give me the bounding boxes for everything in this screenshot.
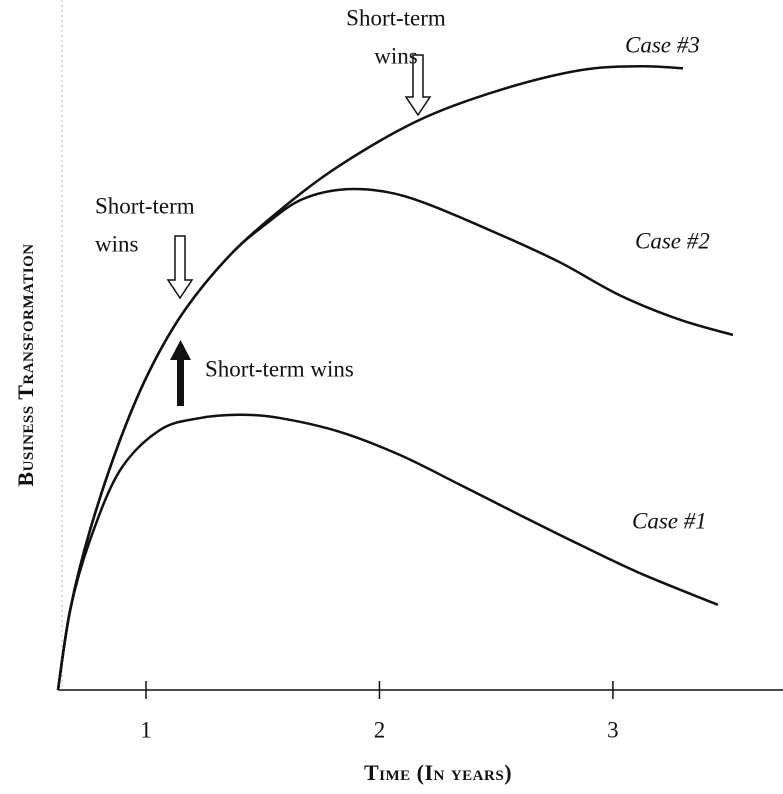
annotation: Short-term xyxy=(346,5,446,30)
line xyxy=(56,65,684,691)
line xyxy=(56,413,719,691)
x-tick-label: 2 xyxy=(374,717,386,742)
series-label: Case #3 xyxy=(625,32,700,57)
annotation: Short-term wins xyxy=(205,356,354,381)
annotation: Short-term xyxy=(95,193,195,218)
series-label: Case #2 xyxy=(635,228,710,253)
solid-arrow xyxy=(170,340,191,406)
series-label: Case #1 xyxy=(632,508,707,533)
x-tick-label: 3 xyxy=(607,717,619,742)
y-axis-label: Business Transformation xyxy=(13,243,38,486)
hollow-arrow xyxy=(166,235,194,300)
annotation: wins xyxy=(95,231,139,256)
line xyxy=(56,187,734,691)
x-tick-label: 1 xyxy=(140,717,152,742)
hollow-arrow xyxy=(404,54,432,117)
annotation: wins xyxy=(374,43,418,68)
x-axis-label: Time (In years) xyxy=(364,760,512,785)
